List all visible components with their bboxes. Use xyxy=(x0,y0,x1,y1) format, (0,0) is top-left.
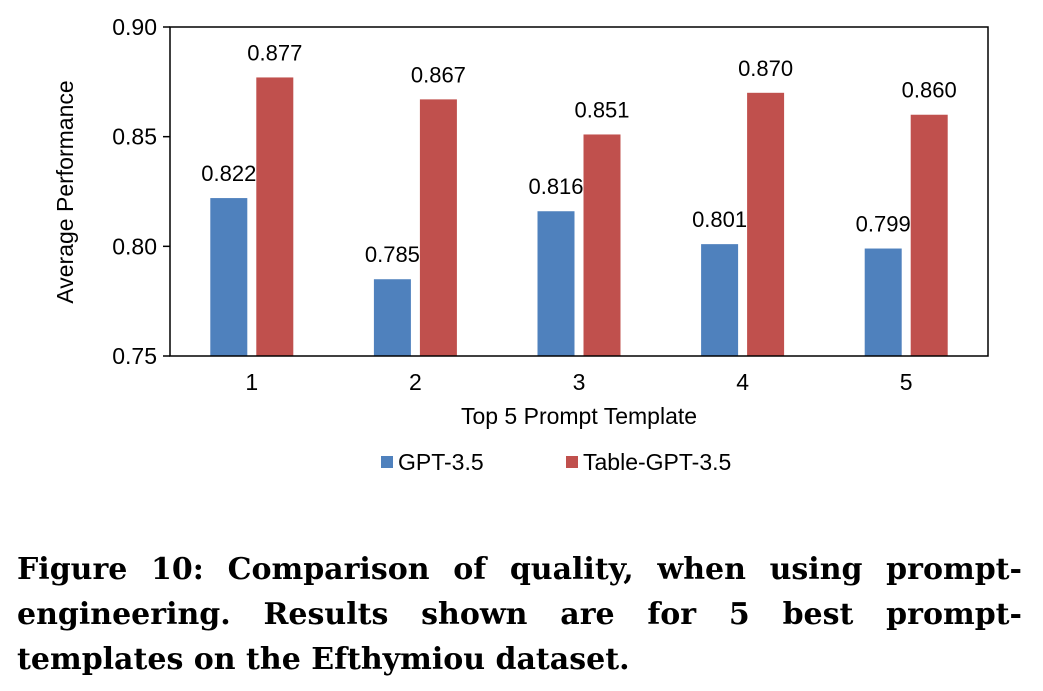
figure-caption: Figure 10: Comparison of quality, when u… xyxy=(17,552,1022,677)
x-tick-label: 1 xyxy=(245,369,258,395)
data-label: 0.799 xyxy=(856,212,911,237)
bar-table-gpt35-4 xyxy=(747,92,785,357)
bar-gpt35-4 xyxy=(701,244,739,356)
data-label: 0.785 xyxy=(365,242,420,267)
data-label: 0.867 xyxy=(411,62,466,87)
data-label: 0.870 xyxy=(738,56,793,81)
bar-chart: 0.75 0.80 0.85 0.90 1 2 3 4 5 0.822 0.785 0.816 0.8… xyxy=(52,14,989,475)
data-label: 0.860 xyxy=(902,78,957,103)
x-axis-title: Top 5 Prompt Template xyxy=(461,403,697,429)
bar-gpt35-2 xyxy=(373,279,411,356)
legend-label: Table-GPT-3.5 xyxy=(583,449,731,475)
data-label: 0.822 xyxy=(201,161,256,186)
y-tick-label: 0.85 xyxy=(112,124,157,150)
data-label: 0.877 xyxy=(247,40,302,65)
y-tick-label: 0.80 xyxy=(112,233,157,259)
plot-frame xyxy=(169,26,989,357)
y-axis-title: Average Performance xyxy=(52,80,78,303)
data-label: 0.801 xyxy=(692,207,747,232)
x-tick-label: 2 xyxy=(409,369,422,395)
x-tick-label: 4 xyxy=(736,369,749,395)
bar-table-gpt35-5 xyxy=(910,114,948,356)
x-tick-label: 3 xyxy=(573,369,586,395)
bar-gpt35-1 xyxy=(210,198,248,356)
legend-swatch-gpt35 xyxy=(381,456,393,468)
bar-table-gpt35-2 xyxy=(419,99,457,356)
data-label: 0.816 xyxy=(528,174,583,199)
bar-gpt35-5 xyxy=(864,248,902,356)
y-tick-label: 0.75 xyxy=(112,343,157,369)
x-tick-label: 5 xyxy=(900,369,913,395)
legend-swatch-table-gpt35 xyxy=(566,456,578,468)
legend-label: GPT-3.5 xyxy=(398,449,484,475)
bar-gpt35-3 xyxy=(537,211,575,356)
chart: 0.75 0.80 0.85 0.90 1 2 3 4 5 0.822 0.785 0.816 0.8… xyxy=(52,14,989,475)
bar-table-gpt35-1 xyxy=(256,77,294,357)
y-tick-label: 0.90 xyxy=(112,14,157,40)
bar-table-gpt35-3 xyxy=(583,134,621,356)
data-label: 0.851 xyxy=(574,97,629,122)
